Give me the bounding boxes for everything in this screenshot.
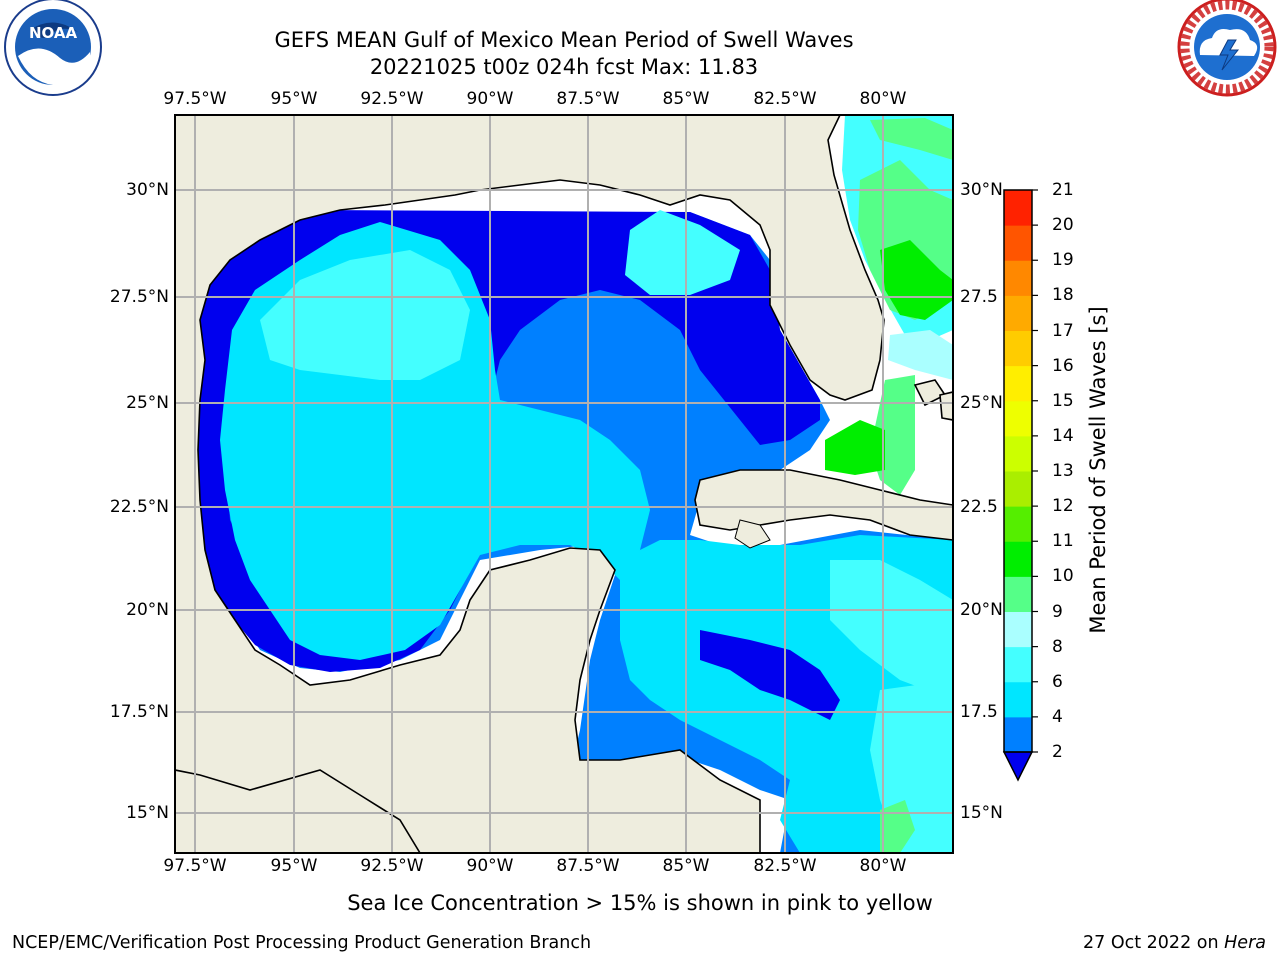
lon-label-bottom: 82.5°W — [753, 856, 817, 876]
lat-label-left: 17.5°N — [109, 702, 169, 722]
colorbar-tick-label: 16 — [1052, 355, 1074, 376]
lon-label-bottom: 85°W — [662, 856, 710, 876]
colorbar-tick-label: 4 — [1052, 706, 1063, 727]
colorbar-segment — [1004, 365, 1032, 402]
lat-label-left: 15°N — [126, 803, 169, 823]
colorbar-segment — [1004, 260, 1032, 296]
lat-label-left: 27.5°N — [109, 287, 169, 307]
colorbar-label: Mean Period of Swell Waves [s] — [1086, 306, 1110, 634]
colorbar-extend-min — [1002, 751, 1034, 782]
lat-label-right: 20°N — [960, 600, 1003, 620]
credit-host: Hera — [1224, 933, 1266, 953]
lon-label-top: 97.5°W — [163, 89, 227, 109]
nws-logo-icon — [1177, 0, 1277, 97]
lon-label-bottom: 90°W — [466, 856, 514, 876]
lat-label-left: 22.5°N — [109, 497, 169, 517]
lat-label-left: 30°N — [126, 180, 169, 200]
lon-label-top: 85°W — [662, 89, 710, 109]
lon-label-top: 92.5°W — [360, 89, 424, 109]
lat-label-right: 22.5 — [960, 497, 998, 517]
colorbar-segment — [1004, 471, 1032, 507]
colorbar-tick-label: 2 — [1052, 742, 1063, 762]
map-grid — [175, 115, 953, 853]
colorbar-segment — [1004, 506, 1032, 542]
colorbar-segment — [1004, 611, 1032, 648]
colorbar-segment — [1004, 190, 1032, 226]
lat-label-right: 30°N — [960, 180, 1003, 200]
lon-label-top: 80°W — [859, 89, 907, 109]
colorbar-segment — [1004, 330, 1032, 367]
colorbar-segment — [1004, 576, 1032, 612]
colorbar-tick-label: 13 — [1052, 461, 1074, 481]
lon-label-top: 95°W — [270, 89, 318, 109]
colorbar-tick-label: 15 — [1052, 390, 1074, 411]
noaa-logo-icon: NOAA — [4, 0, 102, 96]
colorbar-tick-label: 12 — [1052, 496, 1074, 517]
credit-branch: NCEP/EMC/Verification Post Processing Pr… — [12, 933, 592, 953]
colorbar-tick-label: 19 — [1052, 250, 1074, 271]
chart-subtitle: 20221025 t00z 024h fcst Max: 11.83 — [369, 55, 759, 79]
lon-label-top: 87.5°W — [556, 89, 620, 109]
lat-label-left: 25°N — [126, 393, 169, 413]
lon-label-bottom: 97.5°W — [163, 856, 227, 876]
colorbar-tick-label: 10 — [1052, 566, 1074, 587]
lat-label-right: 15°N — [960, 803, 1003, 823]
lat-label-right: 25°N — [960, 393, 1003, 413]
lon-label-bottom: 95°W — [270, 856, 318, 876]
colorbar-segment — [1004, 541, 1032, 577]
lon-label-top: 82.5°W — [753, 89, 817, 109]
lon-label-top: 90°W — [466, 89, 514, 109]
lon-label-bottom: 92.5°W — [360, 856, 424, 876]
colorbar — [1002, 189, 1038, 782]
colorbar-tick-label: 14 — [1052, 425, 1074, 446]
colorbar-tick-label: 6 — [1052, 671, 1063, 692]
lat-label-right: 27.5 — [960, 287, 998, 307]
lon-label-bottom: 87.5°W — [556, 856, 620, 876]
sea-ice-note: Sea Ice Concentration > 15% is shown in … — [347, 891, 933, 915]
colorbar-segment — [1004, 716, 1032, 753]
colorbar-tick-label: 21 — [1052, 180, 1074, 200]
colorbar-tick-label: 8 — [1052, 636, 1063, 657]
colorbar-segment — [1004, 225, 1032, 261]
colorbar-segment — [1004, 646, 1032, 683]
land — [175, 115, 953, 853]
colorbar-tick-label: 18 — [1052, 285, 1074, 306]
credit-date-text: 27 Oct 2022 on — [1083, 933, 1225, 953]
map-frame — [174, 114, 954, 854]
lat-label-right: 17.5 — [960, 702, 998, 722]
lat-label-left: 20°N — [126, 600, 169, 620]
colorbar-tick-label: 17 — [1052, 320, 1074, 341]
noaa-logo-text: NOAA — [29, 24, 78, 42]
colorbar-tick-label: 9 — [1052, 601, 1063, 622]
colorbar-tick-label: 20 — [1052, 215, 1074, 236]
colorbar-tick-label: 11 — [1052, 531, 1074, 552]
colorbar-segment — [1004, 295, 1032, 331]
colorbar-segment — [1004, 400, 1032, 437]
chart-title: GEFS MEAN Gulf of Mexico Mean Period of … — [274, 28, 854, 52]
credit-date: 27 Oct 2022 on Hera — [1083, 933, 1266, 953]
lon-label-bottom: 80°W — [859, 856, 907, 876]
swell-field — [175, 115, 953, 853]
colorbar-segment — [1004, 681, 1032, 718]
colorbar-segment — [1004, 435, 1032, 472]
